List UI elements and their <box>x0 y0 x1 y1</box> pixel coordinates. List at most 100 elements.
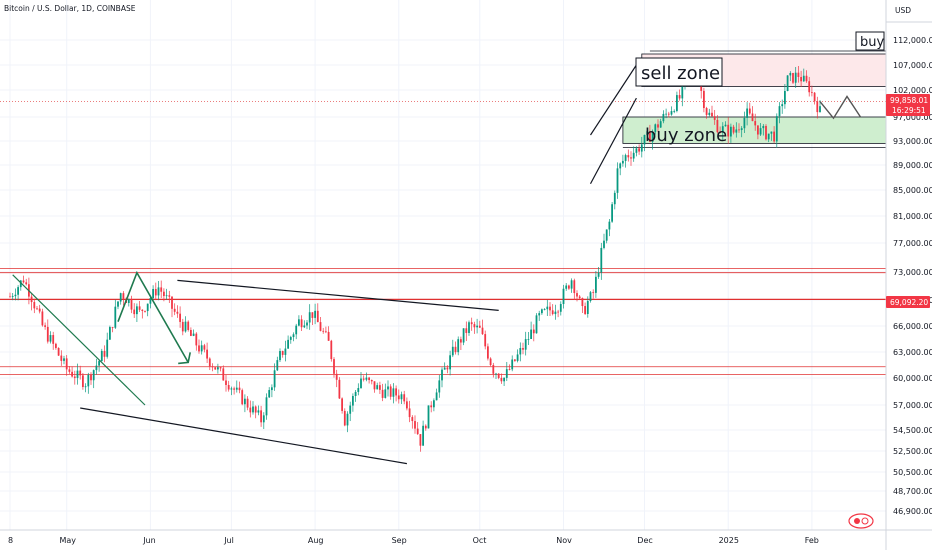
y-tick-label: 46,900.00 <box>893 507 932 516</box>
candle-body <box>562 288 565 305</box>
candle-body <box>700 83 703 91</box>
candle-body <box>659 121 662 128</box>
candle-body <box>422 425 424 446</box>
currency-selector[interactable]: USD <box>894 6 912 15</box>
candle-body <box>532 329 535 334</box>
candle-body <box>708 112 711 115</box>
candle-body <box>73 376 76 378</box>
y-tick-label: 107,000.00 <box>893 61 932 70</box>
candle-body <box>611 204 613 222</box>
candle-body <box>565 285 568 289</box>
level-price-badge <box>886 296 930 308</box>
sell-zone-label-box <box>635 57 723 87</box>
candle-body <box>738 129 740 131</box>
candle-body <box>754 121 757 126</box>
candle-body <box>406 401 408 409</box>
tradingview-logo <box>848 513 874 529</box>
candle-body <box>211 366 214 368</box>
y-tick-label: 60,000.00 <box>893 374 932 383</box>
candle-body <box>792 73 794 83</box>
candle-body <box>33 302 36 309</box>
candle-body <box>535 315 538 334</box>
candle-body <box>109 327 111 340</box>
candle-body <box>160 287 163 292</box>
candle-body <box>133 309 136 315</box>
candle-body <box>489 358 492 366</box>
candle-body <box>41 311 44 326</box>
candle-body <box>608 221 611 230</box>
y-tick-label: 48,700.00 <box>893 487 932 496</box>
candle-body <box>819 106 821 113</box>
candle-body <box>632 152 635 159</box>
candle-body <box>146 303 149 312</box>
price-axis[interactable]: 112,000.00107,000.00102,000.0097,000.009… <box>885 0 932 550</box>
candle-body <box>114 306 117 328</box>
candle-body <box>635 148 638 153</box>
candle-body <box>662 113 665 122</box>
candle-body <box>76 370 79 378</box>
candle-body <box>319 322 322 331</box>
candle-body <box>346 413 349 426</box>
candle-body <box>665 113 667 115</box>
time-axis[interactable]: 8 May Jun Jul Aug Sep Oct Nov Dec 2025 Feb <box>0 529 932 545</box>
candle-body <box>303 325 306 328</box>
x-tick-label: Dec <box>637 536 652 545</box>
candle-body <box>549 306 551 311</box>
candle-body <box>681 84 684 99</box>
candle-body <box>538 313 541 316</box>
countdown-value: 16:29:51 <box>892 106 926 115</box>
candle-body <box>781 104 784 107</box>
candle-body <box>476 325 478 328</box>
x-tick-label: Oct <box>473 536 487 545</box>
candle-body <box>65 358 68 370</box>
candle-body <box>419 434 422 446</box>
candle-body <box>357 388 360 392</box>
candle-body <box>716 119 719 133</box>
candle-body <box>784 91 786 105</box>
candle-body <box>775 116 778 142</box>
candle-body <box>416 428 419 435</box>
candle-body <box>487 346 489 359</box>
x-tick-label: Jul <box>223 536 234 545</box>
candle-body <box>214 367 217 370</box>
candle-body <box>638 148 640 152</box>
candle-body <box>805 75 808 82</box>
candle-body <box>17 287 19 295</box>
candle-body <box>703 90 705 109</box>
candle-body <box>573 280 576 294</box>
candle-body <box>551 310 554 315</box>
candle-body <box>743 117 746 129</box>
y-tick-label: 77,000.00 <box>893 239 932 248</box>
candle-body <box>341 398 343 411</box>
candle-body <box>762 125 765 129</box>
buy-label: buy <box>860 35 884 50</box>
candle-body <box>468 322 470 333</box>
candle-body <box>786 75 789 92</box>
candle-body <box>49 335 52 342</box>
candle-body <box>449 355 451 370</box>
trendline <box>177 279 499 311</box>
candle-body <box>365 377 368 380</box>
candle-body <box>330 340 333 360</box>
candle-body <box>770 131 773 134</box>
candle-body <box>154 288 157 296</box>
candle-body <box>584 306 586 315</box>
candle-body <box>222 368 225 381</box>
candle-body <box>84 386 87 388</box>
candle-body <box>457 339 460 353</box>
candle-body <box>314 310 316 318</box>
candle-body <box>759 128 762 135</box>
candle-body <box>55 343 57 348</box>
candle-body <box>651 131 654 142</box>
candle-body <box>103 350 106 357</box>
candle-body <box>287 339 289 349</box>
candle-body <box>238 387 241 391</box>
candle-body <box>430 405 433 408</box>
candle-body <box>338 379 341 399</box>
candle-body <box>173 308 176 312</box>
candle-body <box>235 387 238 390</box>
candle-body <box>206 349 208 359</box>
candle-body <box>484 334 487 347</box>
candle-body <box>811 92 813 94</box>
